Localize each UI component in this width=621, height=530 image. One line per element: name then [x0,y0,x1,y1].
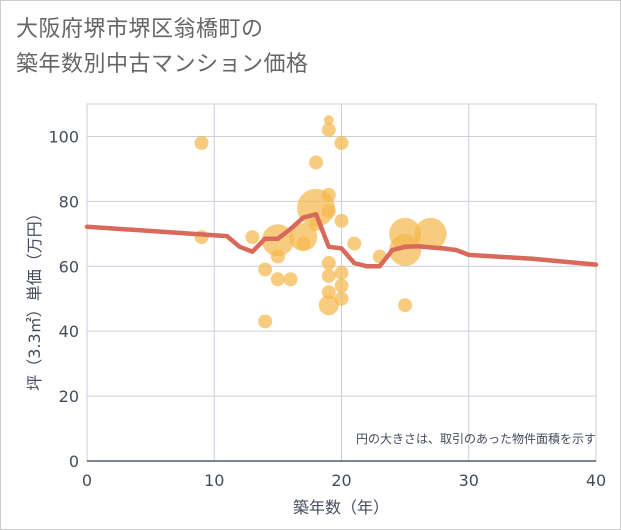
data-bubble [258,314,273,329]
x-tick-label: 40 [586,471,606,490]
bubbles [194,115,447,329]
data-bubble [321,269,336,284]
data-bubble [334,135,349,150]
x-tick-label: 20 [331,471,351,490]
data-bubble [289,223,318,252]
x-axis-label: 築年数（年） [293,498,389,517]
data-bubble [321,187,336,202]
y-tick-label: 100 [48,127,79,146]
chart-title: 大阪府堺市堺区翁橋町の 築年数別中古マンション価格 [16,12,309,82]
data-bubble [398,298,413,313]
data-bubble [283,272,298,287]
data-bubble [321,204,336,219]
data-bubble [245,230,260,245]
x-tick-label: 0 [82,471,92,490]
data-bubble [334,265,349,280]
data-bubble [318,295,339,316]
trend-line-group [84,212,599,269]
chart-title-line2: 築年数別中古マンション価格 [16,52,309,77]
y-tick-label: 60 [59,257,79,276]
y-tick-label: 0 [69,452,79,471]
data-bubble [321,256,336,271]
axes: 0 20 40 60 80 100 0 10 20 30 40 [48,127,606,490]
x-tick-label: 10 [204,471,224,490]
y-tick-label: 40 [59,322,79,341]
data-bubble [321,285,336,300]
x-tick-label: 30 [459,471,479,490]
y-tick-label: 20 [59,387,79,406]
trend-line [84,212,599,269]
bubble-size-note: 円の大きさは、取引のあった物件面積を示す [356,431,596,446]
y-axis-label: 坪（3.3㎡）単価（万円） [25,205,44,390]
data-bubble [270,272,285,287]
data-bubble [347,236,362,251]
data-bubble [334,278,349,293]
data-bubble [389,217,422,250]
data-bubble [414,217,447,250]
y-tick-label: 80 [59,192,79,211]
data-bubble [323,115,334,126]
data-bubble [321,122,336,137]
data-bubble [309,155,324,170]
data-bubble [258,262,273,277]
data-bubble [334,291,349,306]
chart-title-line1: 大阪府堺市堺区翁橋町の [16,17,264,42]
data-bubble [334,213,349,228]
data-bubble [194,135,209,150]
